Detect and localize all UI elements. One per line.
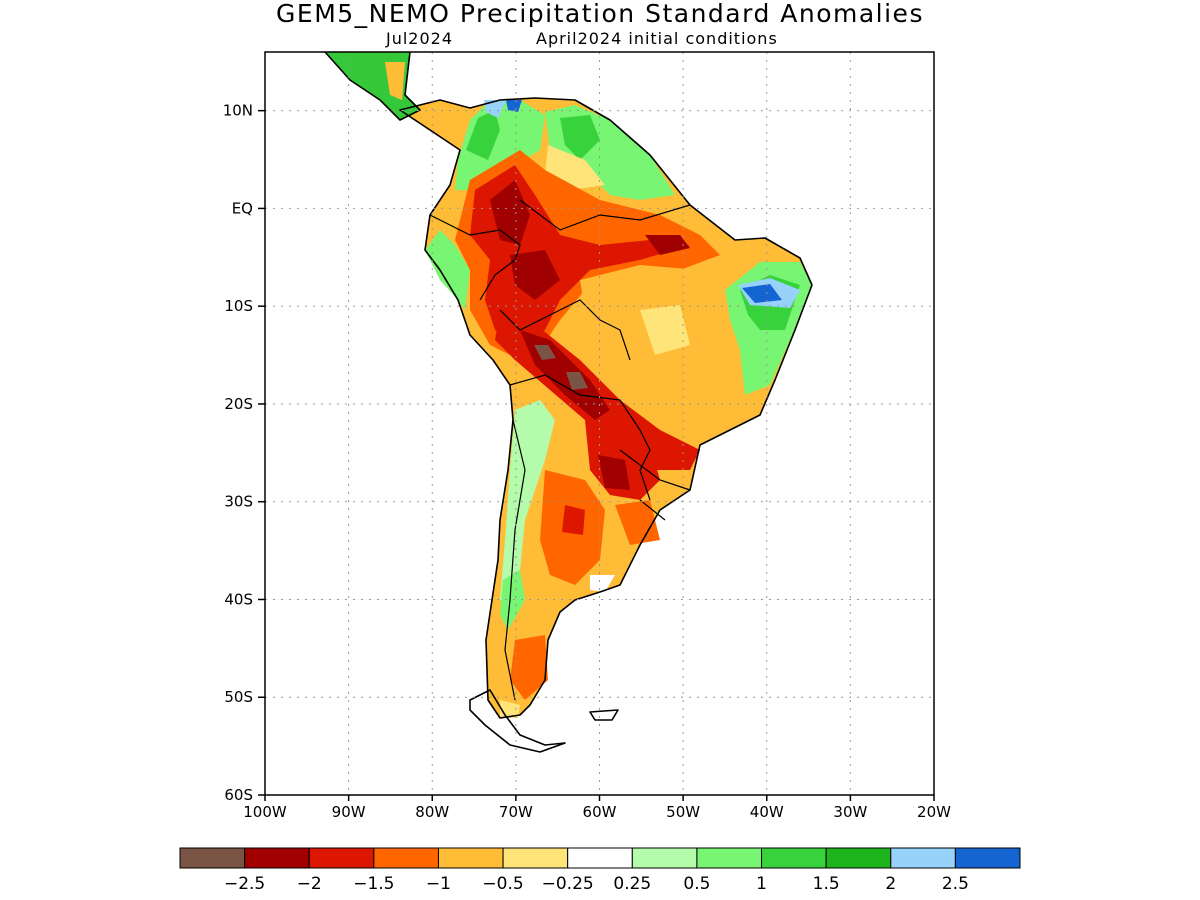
colorbar-label: 1.5 [813,874,840,894]
colorbar-swatch [696,847,763,869]
colorbar-label: 0.25 [613,874,651,894]
colorbar-swatch [308,847,375,869]
wet-ecuador [425,230,470,310]
coastlines [324,52,813,753]
lat-tick-label: 10N [223,102,253,120]
lon-tick-label: 100W [243,803,287,821]
lon-tick-label: 60W [583,803,617,821]
colorbar-swatch [502,847,569,869]
lat-tick-label: 10S [224,297,253,315]
colorbar-swatch [373,847,439,869]
lat-tick-label: EQ [232,199,253,217]
colorbar-label: 1 [756,874,767,894]
colorbar: −2.5 −2 −1.5 −1 −0.5 −0.25 0.25 0.5 1 1.5 2 2.5 [179,847,1021,894]
subtitle-init: April2024 initial conditions [536,29,778,48]
colorbar-swatch [179,847,246,869]
country-borders [429,199,691,701]
colorbar-label: −1 [426,874,451,894]
map-title: GEM5_NEMO Precipitation Standard Anomali… [276,0,924,28]
lat-tick-label: 20S [224,395,253,413]
colorbar-label: 2.5 [942,874,969,894]
lon-tick-label: 90W [332,803,366,821]
lon-tick-label: 70W [499,803,533,821]
colorbar-swatch [631,847,698,869]
colorbar-label: 0.5 [683,874,710,894]
lon-tick-label: 30W [833,803,867,821]
colorbar-swatch [825,847,892,869]
map-plot-area [324,52,813,753]
colorbar-label: −2.5 [224,874,265,894]
lat-tick-label: 50S [224,688,253,706]
subtitle-month: Jul2024 [386,29,454,48]
colorbar-label: −0.5 [482,874,523,894]
lon-tick-label: 50W [666,803,700,821]
colorbar-swatch [437,847,504,869]
anomaly-field [325,52,812,718]
lon-tick-label: 40W [750,803,784,821]
colorbar-swatch [761,847,827,869]
colorbar-swatch [567,847,633,869]
colorbar-label: −2 [297,874,322,894]
lon-tick-label: 20W [917,803,951,821]
lat-tick-label: 40S [224,590,253,608]
lat-axis: 10N EQ 10S 20S 30S 40S 50S 60S [223,102,265,804]
colorbar-swatch [890,847,956,869]
wet-andes-strip [500,400,555,610]
colorbar-swatch [954,847,1021,869]
lat-tick-label: 60S [224,786,253,804]
lon-tick-label: 80W [415,803,449,821]
colorbar-label: 2 [885,874,896,894]
lat-tick-label: 30S [224,493,253,511]
colorbar-label: −0.25 [542,874,594,894]
lon-axis: 100W 90W 80W 70W 60W 50W 40W 30W 20W [243,795,951,821]
colorbar-label: −1.5 [353,874,394,894]
colorbar-swatch [244,847,310,869]
